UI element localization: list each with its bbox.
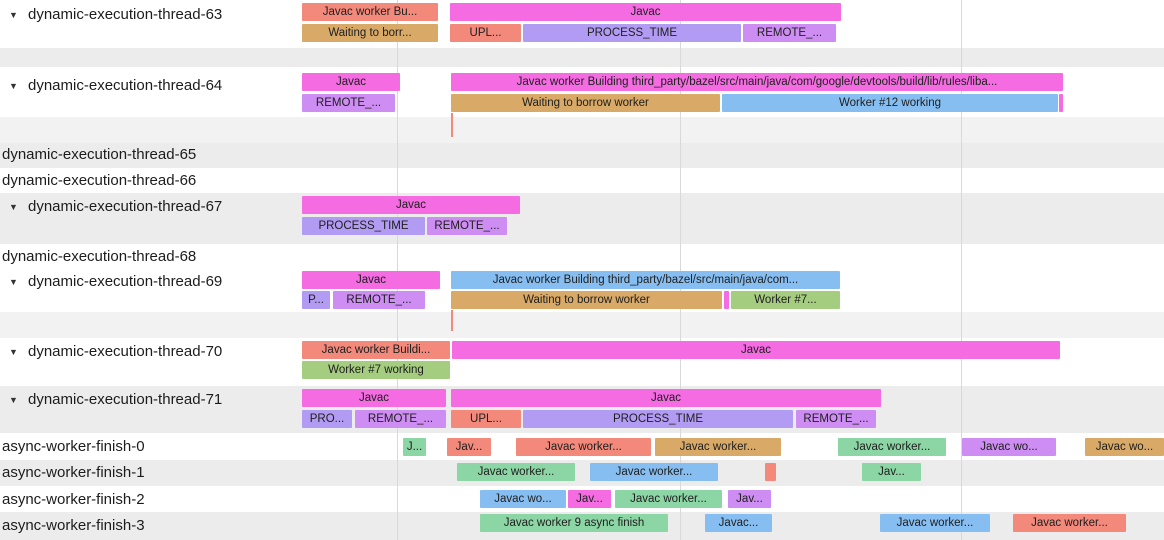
trace-event-bar[interactable]: J... [403,438,426,456]
trace-event-bar[interactable]: REMOTE_... [796,410,876,428]
trace-event-bar[interactable]: PROCESS_TIME [302,217,425,235]
trace-event-bar[interactable]: Javac [302,389,446,407]
trace-event-bar[interactable]: Jav... [728,490,771,508]
trace-event-bar[interactable]: REMOTE_... [333,291,425,309]
thread-label-dynamic-execution-thread-63[interactable]: ▼ dynamic-execution-thread-63 [9,6,222,24]
thread-label-text: async-worker-finish-2 [2,491,145,508]
timeline-gridline [397,0,398,540]
trace-event-bar[interactable]: Javac worker... [457,463,575,481]
row-stripe [0,460,1164,486]
trace-event-bar[interactable]: Javac [302,271,440,289]
thread-label-dynamic-execution-thread-64[interactable]: ▼ dynamic-execution-thread-64 [9,77,222,95]
thread-label-dynamic-execution-thread-69[interactable]: ▼ dynamic-execution-thread-69 [9,273,222,291]
trace-event-bar[interactable]: UPL... [451,410,521,428]
collapse-arrow-icon[interactable]: ▼ [9,10,18,20]
thread-label-text: dynamic-execution-thread-64 [28,77,223,94]
trace-event-bar[interactable]: Waiting to borrow worker [451,291,722,309]
trace-event-bar[interactable]: Jav... [447,438,491,456]
trace-event-bar[interactable]: Jav... [568,490,611,508]
trace-event-bar[interactable]: Jav... [862,463,921,481]
row-stripe [0,117,1164,143]
row-stripe [0,193,1164,244]
trace-event-bar[interactable]: Javac worker... [590,463,718,481]
trace-event-bar[interactable]: Javac worker... [880,514,990,532]
row-stripe [0,168,1164,193]
thread-label-async-worker-finish-3[interactable]: async-worker-finish-3 [2,517,145,535]
trace-event-bar[interactable]: REMOTE_... [427,217,507,235]
trace-event-bar[interactable] [724,291,729,309]
event-tick[interactable] [451,113,453,137]
thread-label-text: async-worker-finish-0 [2,438,145,455]
thread-label-dynamic-execution-thread-70[interactable]: ▼ dynamic-execution-thread-70 [9,343,222,361]
trace-event-bar[interactable]: Javac wo... [962,438,1056,456]
trace-event-bar[interactable]: Worker #7 working [302,361,450,379]
trace-event-bar[interactable]: PROCESS_TIME [523,24,741,42]
thread-label-dynamic-execution-thread-67[interactable]: ▼ dynamic-execution-thread-67 [9,198,222,216]
collapse-arrow-icon[interactable]: ▼ [9,81,18,91]
row-stripe [0,244,1164,268]
trace-event-bar[interactable]: Javac [450,3,841,21]
collapse-arrow-icon[interactable]: ▼ [9,202,18,212]
thread-label-dynamic-execution-thread-71[interactable]: ▼ dynamic-execution-thread-71 [9,391,222,409]
trace-event-bar[interactable]: P... [302,291,330,309]
event-tick[interactable] [451,310,453,331]
trace-event-bar[interactable]: Javac worker... [615,490,722,508]
trace-event-bar[interactable]: Javac worker Buildi... [302,341,450,359]
row-stripe [0,143,1164,168]
trace-event-bar[interactable]: Waiting to borrow worker [451,94,720,112]
thread-label-text: dynamic-execution-thread-68 [2,248,197,265]
thread-label-dynamic-execution-thread-65[interactable]: dynamic-execution-thread-65 [2,146,196,164]
thread-label-text: dynamic-execution-thread-65 [2,146,197,163]
trace-event-bar[interactable]: Javac worker 9 async finish [480,514,668,532]
thread-label-text: dynamic-execution-thread-69 [28,273,223,290]
thread-label-text: dynamic-execution-thread-67 [28,198,223,215]
thread-label-dynamic-execution-thread-68[interactable]: dynamic-execution-thread-68 [2,248,196,266]
thread-label-text: dynamic-execution-thread-71 [28,391,223,408]
trace-event-bar[interactable]: Javac worker... [516,438,651,456]
trace-event-bar[interactable]: REMOTE_... [355,410,446,428]
collapse-arrow-icon[interactable]: ▼ [9,277,18,287]
trace-event-bar[interactable]: Worker #7... [731,291,840,309]
thread-label-text: async-worker-finish-3 [2,517,145,534]
thread-label-text: dynamic-execution-thread-63 [28,6,223,23]
trace-event-bar[interactable]: PRO... [302,410,352,428]
row-stripe [0,312,1164,338]
row-stripe [0,48,1164,67]
collapse-arrow-icon[interactable]: ▼ [9,347,18,357]
thread-label-text: async-worker-finish-1 [2,464,145,481]
trace-event-bar[interactable]: Javac worker... [838,438,946,456]
trace-event-bar[interactable]: UPL... [450,24,521,42]
thread-label-text: dynamic-execution-thread-66 [2,172,197,189]
trace-event-bar[interactable]: Javac worker... [655,438,781,456]
trace-event-bar[interactable]: Javac worker Building third_party/bazel/… [451,73,1063,91]
trace-event-bar[interactable]: PROCESS_TIME [523,410,793,428]
trace-event-bar[interactable]: Javac... [705,514,772,532]
thread-label-async-worker-finish-0[interactable]: async-worker-finish-0 [2,438,145,456]
timeline-gridline [680,0,681,540]
thread-label-async-worker-finish-2[interactable]: async-worker-finish-2 [2,491,145,509]
thread-label-dynamic-execution-thread-66[interactable]: dynamic-execution-thread-66 [2,172,196,190]
trace-event-bar[interactable]: Javac [302,196,520,214]
trace-event-bar[interactable]: Javac worker Building third_party/bazel/… [451,271,840,289]
trace-event-bar[interactable]: Javac [302,73,400,91]
trace-event-bar[interactable]: Javac wo... [1085,438,1164,456]
collapse-arrow-icon[interactable]: ▼ [9,395,18,405]
trace-event-bar[interactable] [765,463,776,481]
timeline-gridline [961,0,962,540]
thread-label-async-worker-finish-1[interactable]: async-worker-finish-1 [2,464,145,482]
trace-event-bar[interactable] [1059,94,1063,112]
trace-event-bar[interactable]: Javac worker Bu... [302,3,438,21]
trace-event-bar[interactable]: Waiting to borr... [302,24,438,42]
thread-label-text: dynamic-execution-thread-70 [28,343,223,360]
trace-event-bar[interactable]: Javac [452,341,1060,359]
trace-event-bar[interactable]: REMOTE_... [743,24,836,42]
trace-event-bar[interactable]: REMOTE_... [302,94,395,112]
trace-event-bar[interactable]: Javac [451,389,881,407]
trace-event-bar[interactable]: Javac worker... [1013,514,1126,532]
trace-event-bar[interactable]: Javac wo... [480,490,566,508]
trace-event-bar[interactable]: Worker #12 working [722,94,1058,112]
